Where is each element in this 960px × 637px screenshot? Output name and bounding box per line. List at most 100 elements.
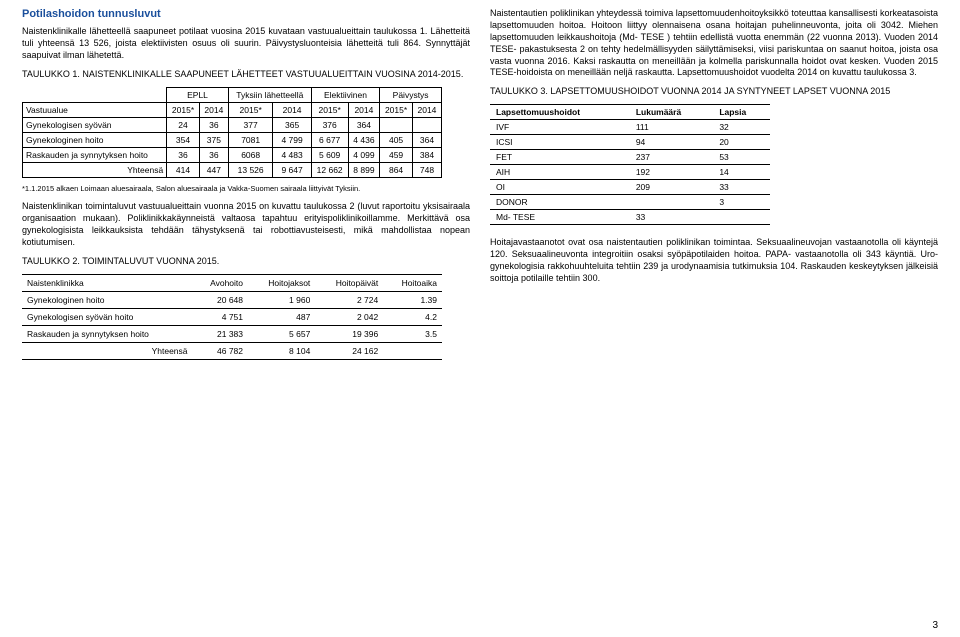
- table-cell: 36: [167, 147, 200, 162]
- table-cell: 237: [630, 150, 713, 165]
- table-cell: [412, 117, 441, 132]
- tbl3-h1: Lukumäärä: [630, 105, 713, 120]
- table-cell: 864: [380, 162, 413, 177]
- tbl2-h1: Avohoito: [193, 274, 249, 291]
- table-cell: 192: [630, 165, 713, 180]
- tbl2-h4: Hoitoaika: [383, 274, 442, 291]
- tbl1-yr-6: 2015*: [380, 102, 413, 117]
- table-cell: 459: [380, 147, 413, 162]
- table-cell: 4 483: [273, 147, 311, 162]
- table-cell: 33: [713, 180, 770, 195]
- table-cell: 8 899: [348, 162, 380, 177]
- table-cell: [383, 342, 442, 359]
- table-row-label: ICSI: [490, 135, 630, 150]
- table-cell: 32: [713, 120, 770, 135]
- para-right-1: Naistentautien poliklinikan yhteydessä t…: [490, 8, 938, 79]
- page-number: 3: [932, 620, 938, 631]
- table-cell: [380, 117, 413, 132]
- table-cell: 6068: [228, 147, 273, 162]
- table-3: Lapsettomuushoidot Lukumäärä Lapsia IVF1…: [490, 104, 770, 225]
- table-1-footnote: *1.1.2015 alkaen Loimaan aluesairaala, S…: [22, 184, 470, 194]
- table-cell: 36: [199, 117, 228, 132]
- table-cell: 377: [228, 117, 273, 132]
- table-cell: 1 960: [248, 291, 315, 308]
- table-cell: 748: [412, 162, 441, 177]
- table-cell: 36: [199, 147, 228, 162]
- table-cell: 20 648: [193, 291, 249, 308]
- tbl1-grp-0: EPLL: [167, 87, 229, 102]
- table-cell: 5 609: [311, 147, 348, 162]
- table-cell: 24: [167, 117, 200, 132]
- table-cell: 4.2: [383, 308, 442, 325]
- tbl1-yr-3: 2014: [273, 102, 311, 117]
- table-cell: 33: [630, 210, 713, 225]
- tbl1-grp-2: Elektiivinen: [311, 87, 380, 102]
- table-cell: 9 647: [273, 162, 311, 177]
- tbl2-h0: Naistenklinikka: [22, 274, 193, 291]
- table-row-label: Raskauden ja synnytyksen hoito: [22, 325, 193, 342]
- tbl1-yr-1: 2014: [199, 102, 228, 117]
- tbl2-h3: Hoitopäivät: [315, 274, 383, 291]
- tbl1-yr-7: 2014: [412, 102, 441, 117]
- table-cell: 4 436: [348, 132, 380, 147]
- para-left-2: Naistenklinikan toimintaluvut vastuualue…: [22, 201, 470, 249]
- table-cell: 6 677: [311, 132, 348, 147]
- table-cell: [713, 210, 770, 225]
- table-cell: 3: [713, 195, 770, 210]
- table-cell: 12 662: [311, 162, 348, 177]
- table-cell: 487: [248, 308, 315, 325]
- table-cell: 376: [311, 117, 348, 132]
- table-cell: 384: [412, 147, 441, 162]
- table-cell: 447: [199, 162, 228, 177]
- table-cell: 1.39: [383, 291, 442, 308]
- table-cell: 364: [348, 117, 380, 132]
- tbl2-h2: Hoitojaksot: [248, 274, 315, 291]
- caption-table-3: TAULUKKO 3. LAPSETTOMUUSHOIDOT VUONNA 20…: [490, 86, 938, 98]
- table-row-label: Gynekologisen syövän hoito: [22, 308, 193, 325]
- table-cell: 4 099: [348, 147, 380, 162]
- table-cell: 2 042: [315, 308, 383, 325]
- table-cell: 111: [630, 120, 713, 135]
- table-cell: 209: [630, 180, 713, 195]
- table-row-label: Gynekologisen syövän: [23, 117, 167, 132]
- table-cell: 14: [713, 165, 770, 180]
- table-1: EPLL Tyksiin lähetteellä Elektiivinen Pä…: [22, 87, 442, 178]
- table-cell: 7081: [228, 132, 273, 147]
- table-cell: 365: [273, 117, 311, 132]
- para-left-1: Naistenklinikalle lähetteellä saapuneet …: [22, 26, 470, 62]
- table-row-label: Gynekologinen hoito: [22, 291, 193, 308]
- table-cell: 8 104: [248, 342, 315, 359]
- tbl1-yr-0: 2015*: [167, 102, 200, 117]
- table-cell: 19 396: [315, 325, 383, 342]
- table-cell: 20: [713, 135, 770, 150]
- table-cell: 3.5: [383, 325, 442, 342]
- table-row-label: DONOR: [490, 195, 630, 210]
- table-row-label: Md- TESE: [490, 210, 630, 225]
- table-total-label: Yhteensä: [22, 342, 193, 359]
- table-row-label: IVF: [490, 120, 630, 135]
- table-cell: 46 782: [193, 342, 249, 359]
- caption-table-2: TAULUKKO 2. TOIMINTALUVUT VUONNA 2015.: [22, 256, 470, 268]
- tbl3-h0: Lapsettomuushoidot: [490, 105, 630, 120]
- table-row-label: AIH: [490, 165, 630, 180]
- table-2: Naistenklinikka Avohoito Hoitojaksot Hoi…: [22, 274, 442, 360]
- table-total-label: Yhteensä: [23, 162, 167, 177]
- table-cell: 4 751: [193, 308, 249, 325]
- table-cell: 5 657: [248, 325, 315, 342]
- tbl1-yr-4: 2015*: [311, 102, 348, 117]
- table-cell: 13 526: [228, 162, 273, 177]
- table-cell: 354: [167, 132, 200, 147]
- table-cell: 375: [199, 132, 228, 147]
- table-cell: 364: [412, 132, 441, 147]
- table-cell: [630, 195, 713, 210]
- table-cell: 414: [167, 162, 200, 177]
- table-cell: 24 162: [315, 342, 383, 359]
- caption-table-1: TAULUKKO 1. NAISTENKLINIKALLE SAAPUNEET …: [22, 69, 470, 81]
- tbl1-yr-2: 2015*: [228, 102, 273, 117]
- table-cell: 53: [713, 150, 770, 165]
- para-right-2: Hoitajavastaanotot ovat osa naistentauti…: [490, 237, 938, 285]
- table-row-label: FET: [490, 150, 630, 165]
- section-title: Potilashoidon tunnusluvut: [22, 8, 470, 20]
- table-row-label: OI: [490, 180, 630, 195]
- tbl1-rowhead: Vastuualue: [23, 102, 167, 117]
